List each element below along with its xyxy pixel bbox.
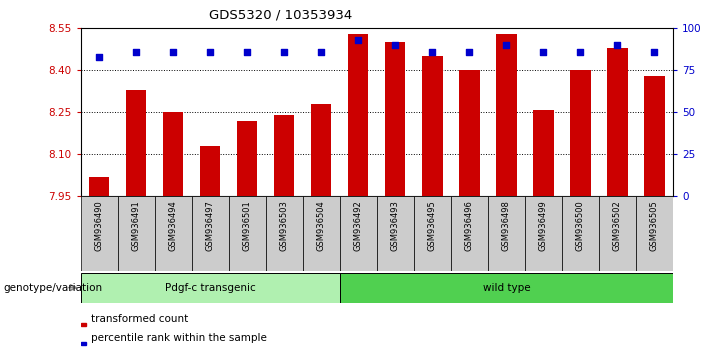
Point	[242, 49, 253, 55]
Bar	[533, 110, 554, 196]
Bar	[488, 196, 525, 271]
Text: wild type: wild type	[482, 282, 530, 293]
Text: GSM936497: GSM936497	[205, 200, 215, 251]
Text: GDS5320 / 10353934: GDS5320 / 10353934	[209, 9, 352, 22]
Bar	[377, 196, 414, 271]
Bar	[229, 196, 266, 271]
Text: GSM936505: GSM936505	[650, 200, 659, 251]
Text: Pdgf-c transgenic: Pdgf-c transgenic	[165, 282, 256, 293]
Text: GSM936496: GSM936496	[465, 200, 474, 251]
Text: GSM936494: GSM936494	[169, 200, 177, 251]
Text: transformed count: transformed count	[91, 314, 189, 324]
Point	[538, 49, 549, 55]
Text: percentile rank within the sample: percentile rank within the sample	[91, 333, 267, 343]
Bar	[525, 196, 562, 271]
Point	[501, 42, 512, 48]
Bar	[414, 196, 451, 271]
Bar	[340, 273, 673, 303]
Bar	[311, 104, 332, 196]
Point	[390, 42, 401, 48]
Bar	[126, 90, 147, 196]
Bar	[163, 112, 184, 196]
Text: GSM936493: GSM936493	[390, 200, 400, 251]
Bar	[89, 177, 109, 196]
Bar	[496, 34, 517, 196]
Bar	[422, 56, 442, 196]
Point	[612, 42, 623, 48]
Text: GSM936503: GSM936503	[280, 200, 289, 251]
Bar	[607, 48, 627, 196]
Text: GSM936498: GSM936498	[502, 200, 511, 251]
Bar	[644, 76, 665, 196]
Point	[649, 49, 660, 55]
Bar	[81, 342, 86, 345]
Point	[315, 49, 327, 55]
Bar	[200, 146, 220, 196]
Bar	[348, 34, 369, 196]
Point	[130, 49, 142, 55]
Bar	[451, 196, 488, 271]
Bar	[81, 196, 118, 271]
Bar	[191, 196, 229, 271]
Bar	[340, 196, 377, 271]
Text: GSM936495: GSM936495	[428, 200, 437, 251]
Bar	[81, 322, 86, 326]
Bar	[155, 196, 191, 271]
Bar	[562, 196, 599, 271]
Point	[168, 49, 179, 55]
Text: GSM936490: GSM936490	[95, 200, 104, 251]
Bar	[570, 70, 590, 196]
Point	[464, 49, 475, 55]
Bar	[118, 196, 155, 271]
Bar	[385, 42, 405, 196]
Point	[93, 54, 104, 60]
Bar	[303, 196, 340, 271]
Text: GSM936491: GSM936491	[132, 200, 141, 251]
Text: genotype/variation: genotype/variation	[4, 282, 102, 293]
Bar	[266, 196, 303, 271]
Bar	[81, 273, 340, 303]
Text: GSM936499: GSM936499	[539, 200, 548, 251]
Point	[205, 49, 216, 55]
Point	[575, 49, 586, 55]
Text: GSM936501: GSM936501	[243, 200, 252, 251]
Text: GSM936502: GSM936502	[613, 200, 622, 251]
Point	[427, 49, 438, 55]
Text: GSM936504: GSM936504	[317, 200, 326, 251]
Bar	[237, 121, 257, 196]
Bar	[274, 115, 294, 196]
Text: GSM936492: GSM936492	[354, 200, 363, 251]
Text: GSM936500: GSM936500	[576, 200, 585, 251]
Point	[278, 49, 290, 55]
Bar	[599, 196, 636, 271]
Point	[353, 37, 364, 43]
Bar	[636, 196, 673, 271]
Bar	[459, 70, 479, 196]
